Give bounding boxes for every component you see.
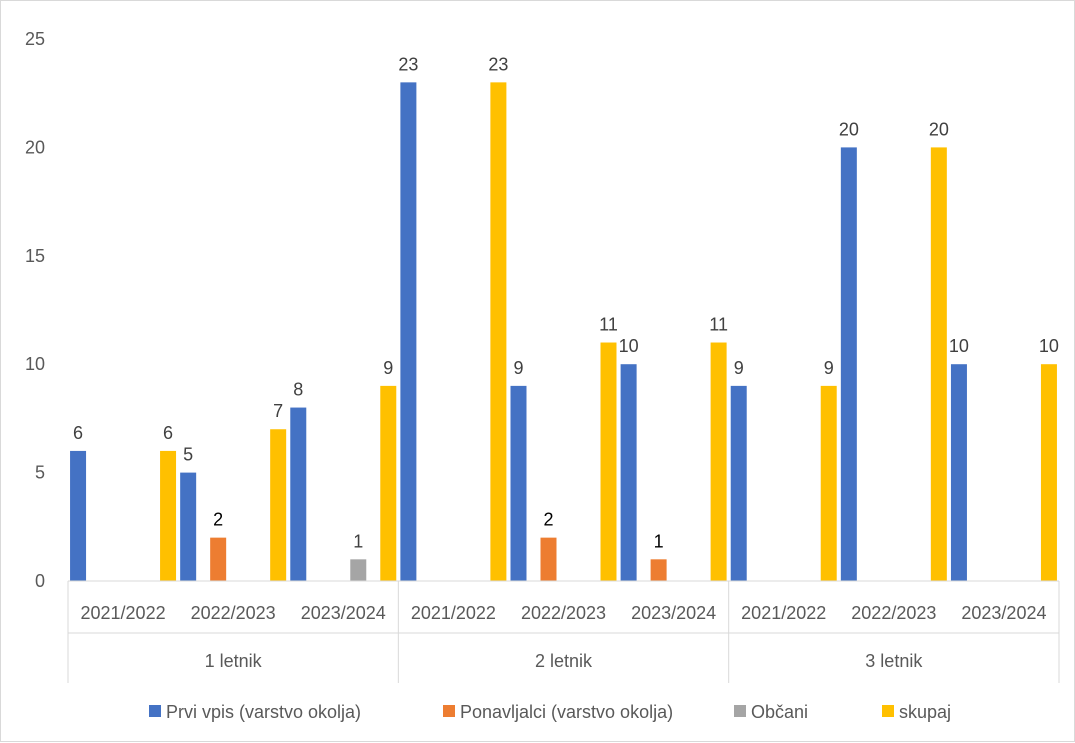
x-axis: 2021/2022 2022/2023 2023/2024 2021/2022 2022… xyxy=(67,580,1060,683)
legend: Prvi vpis (varstvo okolja) Ponavljalci (v… xyxy=(149,702,951,722)
x-tick-label: 2023/2024 xyxy=(301,603,386,623)
y-tick-label: 20 xyxy=(25,137,45,157)
legend-label: Prvi vpis (varstvo okolja) xyxy=(166,702,361,722)
x-tick-label: 2022/2023 xyxy=(191,603,276,623)
data-label: 10 xyxy=(1039,336,1059,356)
x-tick-label: 2021/2022 xyxy=(741,603,826,623)
x-tick-label: 2021/2022 xyxy=(411,603,496,623)
legend-swatch xyxy=(149,705,161,717)
bar xyxy=(820,385,837,581)
data-label: 9 xyxy=(824,358,834,378)
y-tick-label: 5 xyxy=(35,463,45,483)
data-label: 2 xyxy=(543,510,553,530)
bar xyxy=(350,559,367,581)
bar xyxy=(620,364,637,581)
bars xyxy=(70,82,1057,582)
y-tick-label: 0 xyxy=(35,571,45,591)
data-label: 9 xyxy=(734,358,744,378)
bar xyxy=(270,429,287,581)
bar xyxy=(210,537,227,581)
x-tick-label: 2022/2023 xyxy=(851,603,936,623)
data-label: 10 xyxy=(619,336,639,356)
data-label: 23 xyxy=(398,54,418,74)
legend-swatch xyxy=(443,705,455,717)
bar xyxy=(1040,364,1057,581)
bar xyxy=(290,407,307,581)
legend-label: Občani xyxy=(751,702,808,722)
bar xyxy=(930,147,947,581)
data-label: 1 xyxy=(654,531,664,551)
legend-swatch xyxy=(882,705,894,717)
group-label: 1 letnik xyxy=(205,651,263,671)
group-label: 2 letnik xyxy=(535,651,593,671)
x-tick-label: 2022/2023 xyxy=(521,603,606,623)
x-tick-label: 2023/2024 xyxy=(961,603,1046,623)
y-tick-label: 10 xyxy=(25,354,45,374)
bar xyxy=(70,450,87,581)
data-label: 20 xyxy=(839,119,859,139)
bar xyxy=(180,472,197,581)
data-label: 6 xyxy=(73,423,83,443)
data-label: 9 xyxy=(383,358,393,378)
data-label: 2 xyxy=(213,510,223,530)
data-label: 11 xyxy=(599,315,618,335)
data-label: 6 xyxy=(163,423,173,443)
bar xyxy=(160,450,177,581)
x-tick-label: 2021/2022 xyxy=(81,603,166,623)
bar xyxy=(950,364,967,581)
y-tick-label: 15 xyxy=(25,246,45,266)
legend-swatch xyxy=(734,705,746,717)
bar xyxy=(710,342,727,581)
bar xyxy=(730,385,747,581)
data-label: 5 xyxy=(183,445,193,465)
bar xyxy=(540,537,557,581)
data-label: 8 xyxy=(293,380,303,400)
bar xyxy=(490,82,507,582)
bar xyxy=(600,342,617,581)
x-tick-label: 2023/2024 xyxy=(631,603,716,623)
data-label: 20 xyxy=(929,119,949,139)
y-axis: 0 5 10 15 20 25 xyxy=(25,29,45,591)
data-label: 10 xyxy=(949,336,969,356)
data-label: 11 xyxy=(709,315,728,335)
data-label: 9 xyxy=(513,358,523,378)
bar xyxy=(510,385,527,581)
bar xyxy=(400,82,417,582)
y-tick-label: 25 xyxy=(25,29,45,49)
bar xyxy=(380,385,397,581)
data-label: 1 xyxy=(353,531,363,551)
data-label: 23 xyxy=(488,54,508,74)
group-label: 3 letnik xyxy=(865,651,923,671)
legend-label: Ponavljalci (varstvo okolja) xyxy=(460,702,673,722)
data-label: 7 xyxy=(273,401,283,421)
bar xyxy=(650,559,667,581)
legend-label: skupaj xyxy=(899,702,951,722)
bar xyxy=(840,147,857,581)
